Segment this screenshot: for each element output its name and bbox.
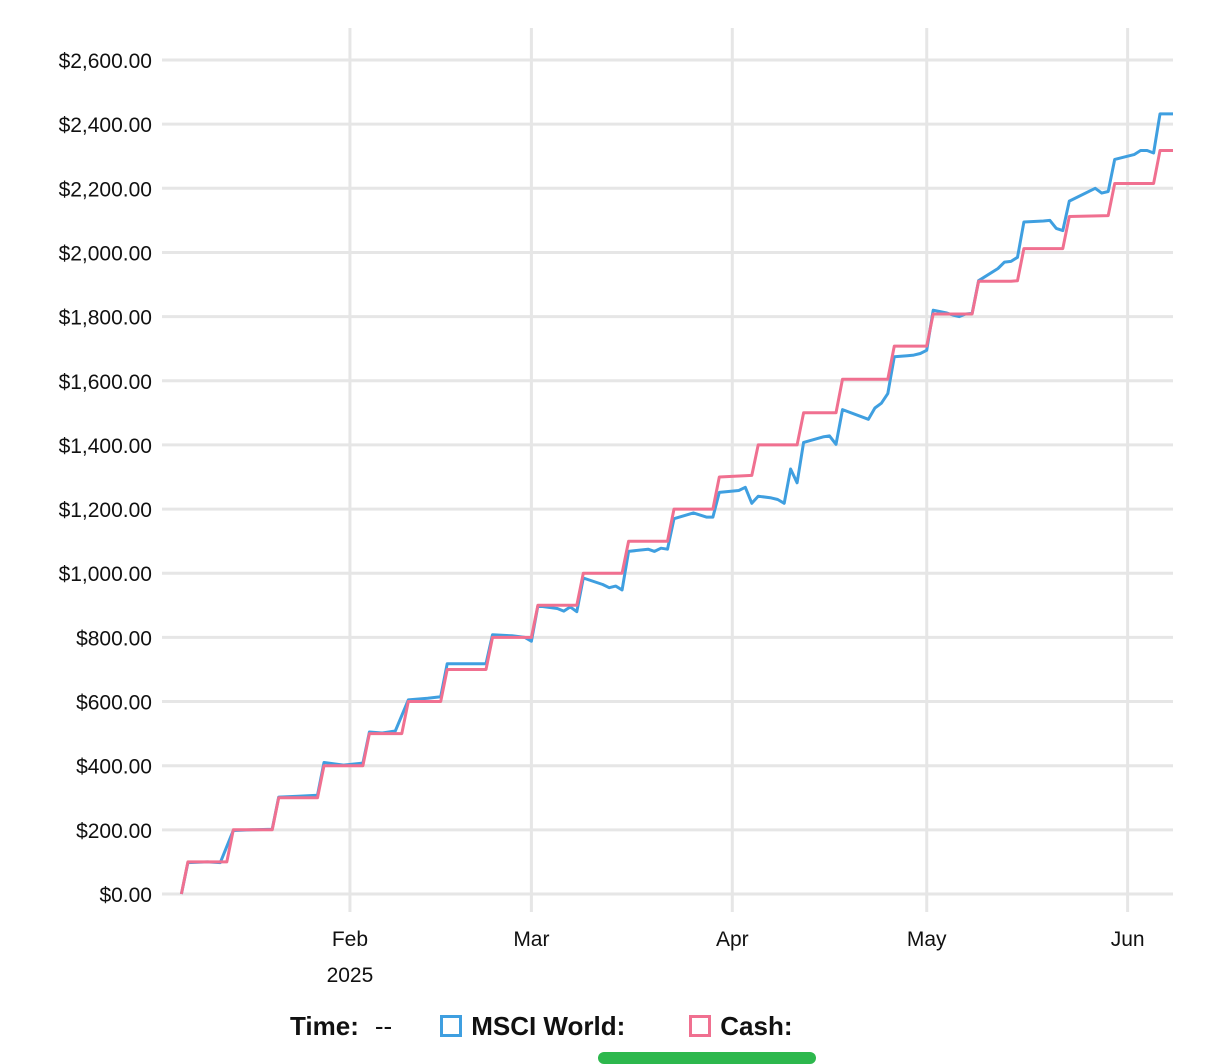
series-line-cash bbox=[179, 149, 1173, 895]
y-tick-label: $1,400.00 bbox=[59, 435, 152, 458]
legend-item-msci-world[interactable]: MSCI World: bbox=[440, 1011, 625, 1042]
y-tick-label: $2,000.00 bbox=[59, 242, 152, 265]
chart-grid bbox=[162, 28, 1173, 912]
y-tick-label: $1,600.00 bbox=[59, 371, 152, 394]
x-tick-label: Apr bbox=[716, 928, 749, 951]
series-line-msci-world bbox=[179, 112, 1173, 895]
time-label: Time: bbox=[290, 1010, 359, 1041]
y-tick-label: $600.00 bbox=[76, 692, 152, 715]
x-axis-ticks: Feb 2025 Mar Apr May Jun bbox=[327, 928, 1145, 987]
x-tick-label: Jun bbox=[1111, 928, 1145, 951]
y-tick-label: $1,000.00 bbox=[59, 563, 152, 586]
cash-swatch-icon bbox=[689, 1015, 712, 1037]
y-tick-label: $1,800.00 bbox=[59, 307, 152, 330]
time-value: -- bbox=[374, 1010, 393, 1041]
chart-series bbox=[179, 112, 1173, 895]
legend-item-cash[interactable]: Cash: bbox=[689, 1010, 793, 1042]
portfolio-line-chart[interactable]: $0.00 $200.00 $400.00 $600.00 $800.00 $1,000.… bbox=[0, 0, 1213, 1000]
x-tick-label: Mar bbox=[513, 928, 549, 951]
msci-world-label: MSCI World: bbox=[471, 1010, 626, 1041]
green-action-bar[interactable] bbox=[598, 1052, 816, 1064]
y-tick-label: $800.00 bbox=[76, 627, 152, 650]
y-tick-label: $2,600.00 bbox=[59, 50, 152, 73]
y-tick-label: $2,200.00 bbox=[59, 178, 152, 201]
x-tick-label: Feb bbox=[332, 928, 368, 951]
y-tick-label: $200.00 bbox=[76, 820, 152, 843]
y-tick-label: $2,400.00 bbox=[59, 114, 152, 137]
cash-label: Cash: bbox=[720, 1010, 793, 1041]
x-tick-label: May bbox=[907, 928, 947, 951]
x-tick-sublabel: 2025 bbox=[327, 964, 374, 987]
y-tick-label: $400.00 bbox=[76, 756, 152, 779]
y-tick-label: $1,200.00 bbox=[59, 499, 152, 522]
msci-world-swatch-icon bbox=[440, 1015, 463, 1037]
y-tick-label: $0.00 bbox=[99, 884, 152, 907]
chart-legend: Time: -- MSCI World: Cash: bbox=[290, 1006, 793, 1046]
y-axis-ticks: $0.00 $200.00 $400.00 $600.00 $800.00 $1,000.… bbox=[59, 50, 152, 907]
